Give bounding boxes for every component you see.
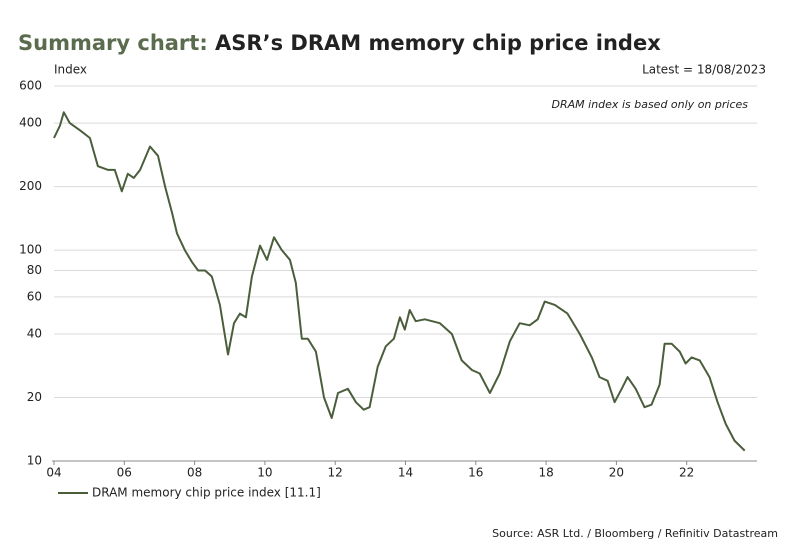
y-tick-label: 10 <box>27 454 42 468</box>
annotation: DRAM index is based only on prices <box>552 98 749 111</box>
y-tick-label: 600 <box>19 79 42 93</box>
x-tick-label: 08 <box>187 466 202 480</box>
x-tick-label: 22 <box>679 466 694 480</box>
latest-note: Latest = 18/08/2023 <box>642 63 766 77</box>
x-tick-label: 04 <box>46 466 61 480</box>
series-line <box>53 111 746 452</box>
y-tick-label: 80 <box>27 263 42 277</box>
title-lead: Summary chart: <box>18 31 208 55</box>
y-tick-label: 200 <box>19 179 42 193</box>
y-tick-label: 40 <box>27 327 42 341</box>
y-axis-label: Index <box>54 63 87 77</box>
x-tick-label: 18 <box>538 466 553 480</box>
title-main: ASR’s DRAM memory chip price index <box>215 31 661 55</box>
x-tick-label: 14 <box>398 466 413 480</box>
y-tick-label: 60 <box>27 289 42 303</box>
chart-title: Summary chart: ASR’s DRAM memory chip pr… <box>18 31 661 55</box>
legend-label: DRAM memory chip price index [11.1] <box>92 486 321 500</box>
x-tick-label: 06 <box>117 466 132 480</box>
y-tick-label: 20 <box>27 390 42 404</box>
x-tick-label: 10 <box>257 466 272 480</box>
y-tick-label: 100 <box>19 243 42 257</box>
x-tick-label: 16 <box>468 466 483 480</box>
x-tick-label: 12 <box>328 466 343 480</box>
y-tick-label: 400 <box>19 116 42 130</box>
source: Source: ASR Ltd. / Bloomberg / Refinitiv… <box>492 527 778 540</box>
x-tick-label: 20 <box>609 466 624 480</box>
